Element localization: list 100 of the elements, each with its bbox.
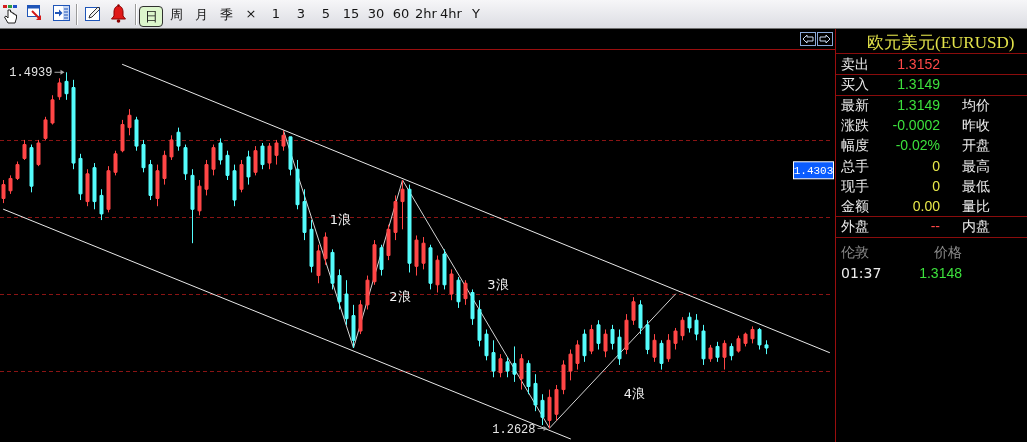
candlestick (568, 349, 573, 381)
candlestick (421, 236, 426, 270)
candlestick (274, 139, 279, 166)
candlestick (722, 339, 727, 371)
text: -0.0002 (892, 116, 940, 133)
category-label: 总手 (841, 156, 869, 175)
text: 1.3149 (897, 76, 940, 93)
candlestick (582, 328, 587, 363)
candlestick (155, 164, 160, 207)
candlestick (288, 136, 293, 176)
text: 1.3148 (919, 264, 962, 282)
candlestick (484, 328, 489, 361)
candlestick (120, 119, 125, 153)
candlestick (666, 333, 671, 363)
candlestick (15, 161, 20, 181)
candlestick (309, 219, 314, 273)
category-label: 5 (320, 6, 332, 23)
candlestick (190, 168, 195, 244)
candlestick (701, 324, 706, 366)
annotation: 3浪 (487, 276, 509, 292)
candlestick (589, 324, 594, 355)
candlestick (337, 268, 342, 310)
candlestick (169, 134, 174, 161)
candlestick (596, 319, 601, 351)
candlestick (106, 165, 111, 213)
candlestick (400, 179, 405, 230)
candlestick (162, 150, 167, 186)
candlestick (78, 153, 83, 201)
candlestick (323, 231, 328, 266)
candlestick (239, 159, 244, 193)
candlestick (379, 244, 384, 277)
category-label: 1 (270, 6, 282, 23)
category-label: 周 (168, 6, 184, 24)
text: 0 (932, 157, 940, 174)
text: -- (930, 218, 940, 235)
candlestick (260, 142, 265, 170)
candlestick (638, 299, 643, 335)
text: 伦敦 (841, 243, 869, 261)
candlestick (680, 316, 685, 341)
candlestick (57, 77, 62, 101)
text: 0.00 (912, 198, 940, 215)
candlestick (316, 244, 321, 284)
category-label: 均价 (962, 96, 990, 113)
candlestick (442, 248, 447, 290)
candlestick (428, 244, 433, 290)
category-label: 昨收 (962, 116, 990, 133)
candlestick (554, 384, 559, 421)
candlestick (183, 144, 188, 181)
candlestick (603, 328, 608, 358)
candlestick (50, 94, 55, 126)
candlestick (687, 312, 692, 334)
annotation: 1.4303 (793, 165, 834, 178)
category-label: Y (471, 6, 481, 23)
category-label: 外盘 (841, 217, 869, 236)
candlestick (22, 139, 27, 161)
candlestick (365, 275, 370, 310)
category-label: × (244, 6, 258, 23)
candlestick (659, 339, 664, 371)
category-label: 月 (193, 6, 209, 24)
annotation: 4浪 (623, 385, 646, 401)
candlestick (505, 356, 510, 378)
candlestick (64, 71, 69, 101)
candlestick (351, 304, 356, 349)
category-label: 开盘 (962, 137, 990, 154)
candlestick (8, 174, 13, 195)
annotation: 1.2628 (492, 422, 536, 437)
candlestick (519, 353, 524, 391)
candlestick (477, 299, 482, 347)
text: 0 (932, 177, 940, 194)
candlestick (610, 324, 615, 351)
candlestick (197, 179, 202, 216)
category-label: 涨跌 (841, 115, 869, 134)
category-label: 现手 (841, 176, 869, 195)
annotation: 1浪 (329, 211, 352, 227)
candlestick (253, 145, 258, 176)
candlestick (407, 184, 412, 273)
text: 1.3149 (897, 96, 940, 113)
candlestick (127, 108, 132, 136)
candlestick (281, 130, 286, 152)
candlestick (533, 373, 538, 412)
candlestick (141, 139, 146, 173)
candlestick (232, 164, 237, 207)
category-label: 内盘 (962, 218, 990, 235)
candlestick (29, 144, 34, 193)
annotation: 2浪 (389, 288, 411, 304)
category-label: 30 (366, 6, 386, 23)
candlestick (204, 159, 209, 196)
candlestick (449, 268, 454, 301)
candlestick (617, 328, 622, 366)
candlestick (645, 319, 650, 355)
candlestick (85, 168, 90, 207)
candlestick (561, 359, 566, 395)
candlestick (134, 116, 139, 152)
category-label: 60 (391, 6, 411, 23)
candlestick (512, 345, 517, 383)
category-label: 幅度 (841, 136, 869, 155)
category-label: 最新 (841, 95, 869, 114)
candlestick (36, 139, 41, 167)
candlestick (246, 150, 251, 186)
candlestick (1, 179, 6, 204)
